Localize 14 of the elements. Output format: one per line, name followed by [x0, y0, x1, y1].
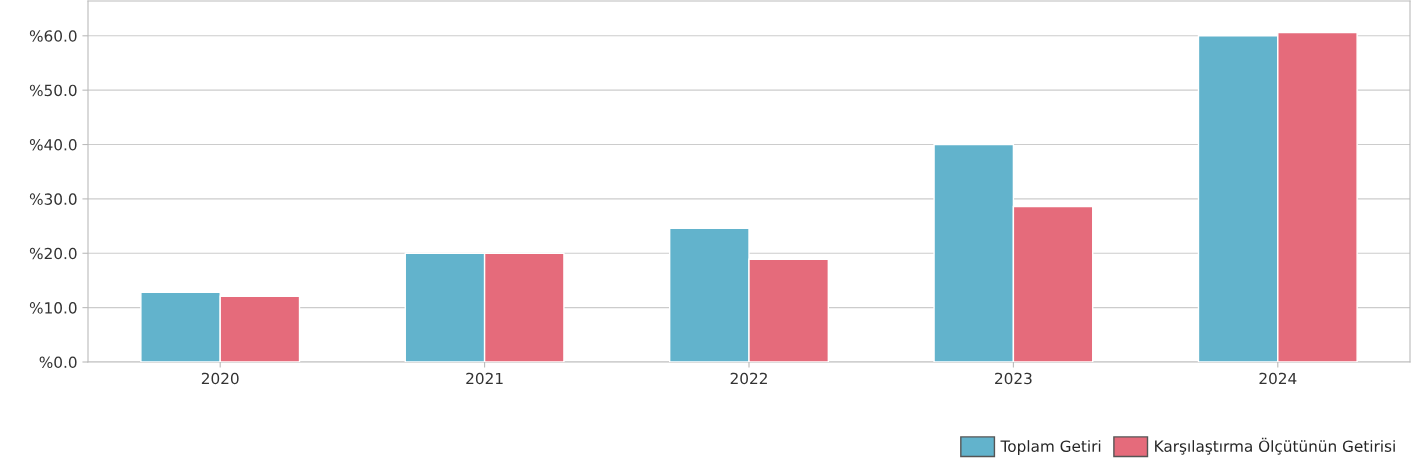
y-tick-label: %30.0	[29, 193, 77, 205]
y-tick-label: %60.0	[29, 30, 77, 42]
legend-label: Karşılaştırma Ölçütünün Getirisi	[1155, 437, 1395, 455]
x-tick-label: 2024	[1259, 372, 1297, 385]
legend-label: Toplam Getiri	[1000, 440, 1101, 455]
x-tick-label: 2021	[466, 372, 503, 385]
x-tick-label: 2022	[730, 372, 767, 385]
x-tick-label: 2020	[201, 372, 239, 385]
y-tick-label: %40.0	[29, 139, 77, 151]
y-tick-label: %20.0	[29, 247, 77, 260]
y-tick-label: %0.0	[39, 356, 77, 369]
x-tick-label: 2023	[995, 372, 1032, 385]
y-tick-label: %50.0	[29, 84, 77, 97]
y-tick-label: %10.0	[29, 302, 77, 314]
